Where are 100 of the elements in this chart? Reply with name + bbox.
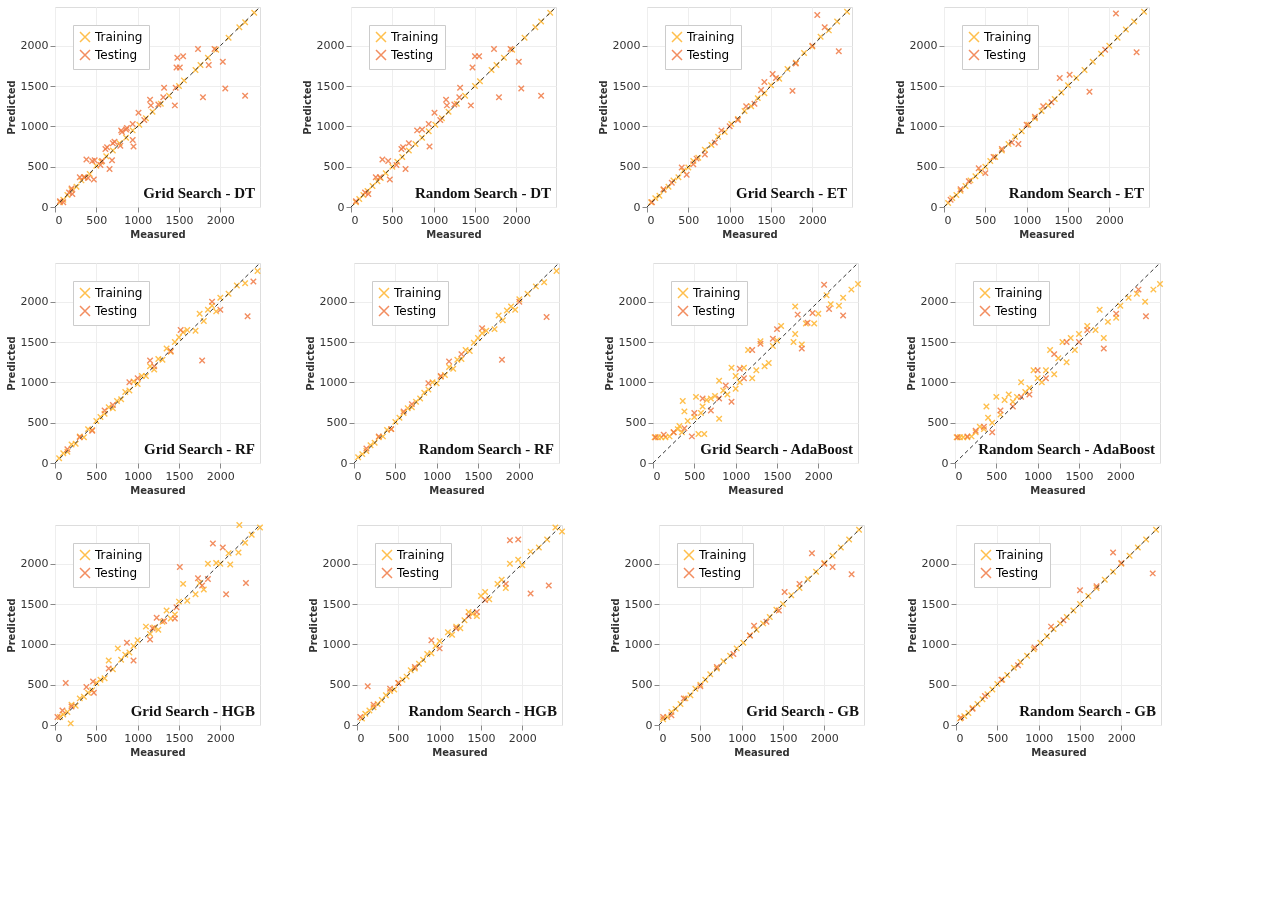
y-tick-label: 2000 <box>624 557 653 571</box>
x-tick-label: 1500 <box>165 213 194 227</box>
y-tick-label: 2000 <box>920 295 949 309</box>
y-tick-label: 1000 <box>319 375 348 389</box>
y-tick-label: 1500 <box>624 597 653 611</box>
y-tick-label: 1000 <box>20 119 49 133</box>
y-tick-label: 1500 <box>316 79 345 93</box>
x-tick-label: 0 <box>55 731 63 745</box>
legend-label: Testing <box>686 48 730 62</box>
y-tick-label: 2000 <box>612 39 641 53</box>
y-axis-title: Predicted <box>307 598 319 653</box>
x-axis-title: Measured <box>722 228 778 240</box>
legend-label: Training <box>994 286 1043 300</box>
x-axis-title: Measured <box>734 746 790 758</box>
x-tick-label: 2000 <box>206 213 235 227</box>
legend-label: Training <box>983 30 1032 44</box>
y-tick-label: 500 <box>619 160 641 174</box>
y-axis-title: Predicted <box>894 80 906 135</box>
y-tick-label: 1000 <box>920 375 949 389</box>
x-axis-title: Measured <box>1031 746 1087 758</box>
annotation: Grid Search - ET <box>736 185 847 201</box>
legend-label: Training <box>94 548 143 562</box>
y-axis-title: Predicted <box>5 598 17 653</box>
y-tick-label: 500 <box>27 160 49 174</box>
y-tick-label: 500 <box>326 416 348 430</box>
x-tick-label: 500 <box>385 469 407 483</box>
y-axis-title: Predicted <box>906 598 918 653</box>
y-tick-label: 0 <box>639 456 647 470</box>
x-axis-title: Measured <box>130 746 186 758</box>
y-tick-label: 0 <box>942 718 950 732</box>
annotation: Random Search - RF <box>418 441 554 457</box>
y-tick-label: 0 <box>633 200 641 214</box>
x-tick-label: 1000 <box>124 731 153 745</box>
x-tick-label: 2000 <box>810 731 839 745</box>
x-tick-label: 1500 <box>757 213 786 227</box>
x-tick-label: 2000 <box>505 469 534 483</box>
legend-label: Testing <box>692 304 736 318</box>
x-tick-label: 500 <box>684 469 706 483</box>
x-axis-title: Measured <box>1030 484 1086 496</box>
x-axis-title: Measured <box>426 228 482 240</box>
x-tick-label: 500 <box>678 213 700 227</box>
y-tick-label: 1500 <box>20 335 49 349</box>
legend-label: Training <box>692 286 741 300</box>
legend-label: Testing <box>390 48 434 62</box>
x-tick-label: 500 <box>986 469 1008 483</box>
annotation: Random Search - DT <box>415 185 551 201</box>
x-tick-label: 500 <box>388 731 410 745</box>
x-tick-label: 2000 <box>1106 469 1135 483</box>
x-tick-label: 2000 <box>1095 213 1124 227</box>
y-tick-label: 0 <box>41 718 49 732</box>
x-tick-label: 1000 <box>124 469 153 483</box>
y-tick-label: 1000 <box>322 637 351 651</box>
x-tick-label: 1500 <box>165 469 194 483</box>
annotation: Random Search - HGB <box>408 703 557 719</box>
y-tick-label: 1500 <box>909 79 938 93</box>
x-tick-label: 500 <box>86 731 108 745</box>
legend-label: Testing <box>983 48 1027 62</box>
x-tick-label: 1500 <box>1065 469 1094 483</box>
legend-label: Testing <box>994 304 1038 318</box>
x-axis-title: Measured <box>432 746 488 758</box>
y-axis-title: Predicted <box>5 336 17 391</box>
x-tick-label: 2000 <box>502 213 531 227</box>
legend-label: Training <box>393 286 442 300</box>
y-tick-label: 2000 <box>319 295 348 309</box>
legend-label: Testing <box>94 48 138 62</box>
legend-label: Testing <box>94 566 138 580</box>
x-tick-label: 1000 <box>426 731 455 745</box>
y-tick-label: 2000 <box>322 557 351 571</box>
x-tick-label: 0 <box>55 469 63 483</box>
y-tick-label: 500 <box>329 678 351 692</box>
x-axis-title: Measured <box>429 484 485 496</box>
x-axis-title: Measured <box>728 484 784 496</box>
y-tick-label: 500 <box>916 160 938 174</box>
x-tick-label: 500 <box>987 731 1009 745</box>
annotation: Grid Search - GB <box>746 703 859 719</box>
annotation: Random Search - ET <box>1008 185 1144 201</box>
y-axis-title: Predicted <box>5 80 17 135</box>
y-tick-label: 0 <box>41 200 49 214</box>
x-tick-label: 1000 <box>1013 213 1042 227</box>
x-tick-label: 500 <box>975 213 997 227</box>
annotation: Grid Search - AdaBoost <box>700 441 853 457</box>
y-tick-label: 2000 <box>20 557 49 571</box>
legend-label: Training <box>995 548 1044 562</box>
legend-label: Training <box>686 30 735 44</box>
y-axis-title: Predicted <box>905 336 917 391</box>
y-tick-label: 1000 <box>20 375 49 389</box>
x-tick-label: 1500 <box>461 213 490 227</box>
x-tick-label: 0 <box>955 469 963 483</box>
annotation: Grid Search - RF <box>144 441 255 457</box>
y-tick-label: 1000 <box>624 637 653 651</box>
x-tick-label: 500 <box>690 731 712 745</box>
x-tick-label: 1000 <box>423 469 452 483</box>
y-tick-label: 1500 <box>322 597 351 611</box>
y-axis-title: Predicted <box>301 80 313 135</box>
y-tick-label: 1000 <box>316 119 345 133</box>
x-tick-label: 1000 <box>728 731 757 745</box>
legend-label: Training <box>698 548 747 562</box>
x-tick-label: 1500 <box>467 731 496 745</box>
y-tick-label: 2000 <box>909 39 938 53</box>
y-tick-label: 1500 <box>920 335 949 349</box>
